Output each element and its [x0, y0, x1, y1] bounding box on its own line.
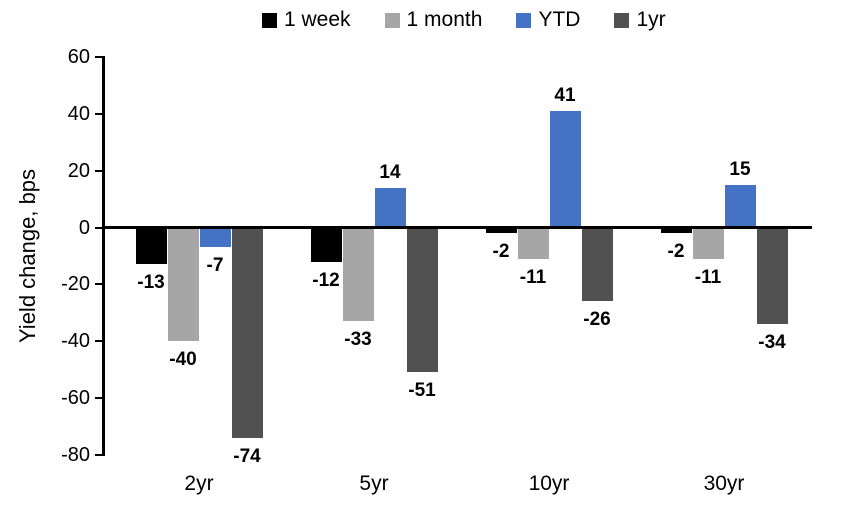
bar-value-label: -11: [519, 266, 547, 288]
bar-value-label: -2: [667, 241, 685, 263]
bar-1yr-2yr: [231, 227, 263, 438]
bar-1yr-10yr: [581, 227, 613, 302]
legend-label: 1 month: [406, 8, 483, 31]
category-label-5yr: 5yr: [359, 472, 389, 495]
y-axis-tick-label: -60: [61, 387, 90, 410]
legend-swatch-icon: [614, 12, 630, 28]
bar-value-label: 15: [729, 158, 751, 180]
bar-value-label: -34: [758, 332, 786, 354]
bar-1-week-2yr: [135, 227, 167, 265]
legend-label: 1yr: [636, 8, 666, 31]
category-label-30yr: 30yr: [703, 472, 745, 495]
bar-1yr-5yr: [406, 227, 438, 373]
legend-swatch-icon: [516, 12, 532, 28]
y-axis-tick-label: -20: [61, 273, 90, 296]
bar-value-label: -7: [206, 255, 224, 277]
bar-value-label: -11: [694, 266, 722, 288]
legend-item-1yr: 1yr: [614, 8, 666, 32]
bar-value-label: -74: [233, 445, 261, 467]
bar-value-label: -40: [169, 349, 197, 371]
y-axis-tick: [95, 226, 103, 229]
legend-item-YTD: YTD: [516, 8, 580, 32]
legend-label: YTD: [538, 8, 581, 31]
bar-YTD-30yr: [724, 184, 756, 228]
y-axis-tick: [95, 55, 103, 58]
y-axis-tick-label: 0: [78, 216, 90, 239]
bar-1-month-2yr: [167, 227, 199, 342]
y-axis-tick: [95, 453, 103, 456]
chart-legend: 1 week 1 month YTD 1yr: [262, 8, 666, 32]
y-axis-tick: [95, 169, 103, 172]
x-axis-zero-line: [103, 226, 812, 229]
legend-item-1-month: 1 month: [384, 8, 483, 32]
bar-YTD-2yr: [199, 227, 231, 248]
bar-1yr-30yr: [756, 227, 788, 325]
bar-value-label: -12: [312, 269, 340, 291]
bar-YTD-5yr: [374, 187, 406, 228]
bar-value-label: -26: [583, 309, 611, 331]
bar-1-week-30yr: [660, 227, 692, 234]
bar-value-label: -13: [137, 272, 165, 294]
bar-1-week-5yr: [310, 227, 342, 262]
legend-item-1-week: 1 week: [262, 8, 351, 32]
y-axis-tick-label: 40: [67, 102, 90, 125]
bar-1-week-10yr: [485, 227, 517, 234]
legend-swatch-icon: [262, 12, 277, 28]
y-axis-tick: [95, 397, 103, 400]
bar-YTD-10yr: [549, 110, 581, 228]
bar-value-label: -51: [408, 380, 436, 402]
y-axis-tick: [95, 340, 103, 343]
y-axis-tick: [95, 112, 103, 115]
bar-1-month-10yr: [517, 227, 549, 259]
y-axis-tick-label: -40: [61, 330, 90, 353]
bar-value-label: 41: [554, 84, 576, 106]
category-label-2yr: 2yr: [184, 472, 214, 495]
category-label-10yr: 10yr: [528, 472, 570, 495]
legend-swatch-icon: [384, 12, 400, 28]
bar-value-label: -33: [344, 329, 372, 351]
bar-value-label: -2: [492, 241, 510, 263]
y-axis-tick-label: 20: [67, 159, 90, 182]
y-axis-tick: [95, 283, 103, 286]
bar-1-month-30yr: [692, 227, 724, 259]
y-axis-title: Yield change, bps: [15, 168, 40, 344]
y-axis-tick-label: 60: [67, 45, 90, 68]
bar-value-label: 14: [379, 161, 401, 183]
y-axis-tick-label: -80: [61, 443, 90, 466]
legend-label: 1 week: [284, 8, 351, 31]
bar-1-month-5yr: [342, 227, 374, 322]
y-axis-line: [102, 55, 105, 456]
